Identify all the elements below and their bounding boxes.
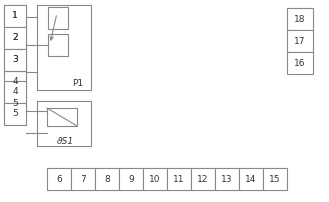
Text: ϑS1: ϑS1	[57, 137, 74, 146]
Bar	[4, 27, 26, 49]
Text: 17: 17	[294, 37, 306, 45]
Bar	[48, 7, 68, 29]
Text: 12: 12	[197, 175, 209, 183]
Bar	[47, 108, 77, 126]
Text: 4: 4	[12, 87, 18, 97]
Bar	[37, 101, 91, 146]
Bar	[4, 49, 26, 71]
Bar	[47, 168, 71, 190]
Text: 4: 4	[12, 78, 18, 86]
Text: P1: P1	[72, 79, 83, 88]
Bar	[37, 5, 91, 90]
Text: 13: 13	[221, 175, 233, 183]
Text: 5: 5	[12, 100, 18, 108]
Text: 8: 8	[104, 175, 110, 183]
Text: 1: 1	[12, 12, 18, 20]
Bar	[71, 168, 95, 190]
Text: 6: 6	[56, 175, 62, 183]
Text: 15: 15	[269, 175, 281, 183]
Bar	[287, 8, 313, 30]
Bar	[4, 71, 26, 93]
Bar	[4, 81, 26, 103]
Text: 2: 2	[12, 34, 18, 42]
Bar	[4, 49, 26, 71]
Bar	[4, 93, 26, 115]
Bar	[215, 168, 239, 190]
Bar	[167, 168, 191, 190]
Text: 3: 3	[12, 56, 18, 64]
Text: 9: 9	[128, 175, 134, 183]
Bar	[239, 168, 263, 190]
Text: 7: 7	[80, 175, 86, 183]
Bar	[4, 5, 26, 27]
Bar	[191, 168, 215, 190]
Text: 11: 11	[173, 175, 185, 183]
Text: 18: 18	[294, 15, 306, 23]
Bar	[143, 168, 167, 190]
Bar	[95, 168, 119, 190]
Bar	[263, 168, 287, 190]
Bar	[4, 103, 26, 125]
Bar	[48, 34, 68, 56]
Text: 16: 16	[294, 59, 306, 67]
Bar	[4, 27, 26, 49]
Text: 2: 2	[12, 34, 18, 42]
Text: 1: 1	[12, 12, 18, 20]
Text: 5: 5	[12, 109, 18, 119]
Bar	[119, 168, 143, 190]
Text: 3: 3	[12, 56, 18, 64]
Bar	[4, 5, 26, 27]
Text: 14: 14	[245, 175, 257, 183]
Bar	[287, 30, 313, 52]
Bar	[287, 52, 313, 74]
Text: 10: 10	[149, 175, 161, 183]
